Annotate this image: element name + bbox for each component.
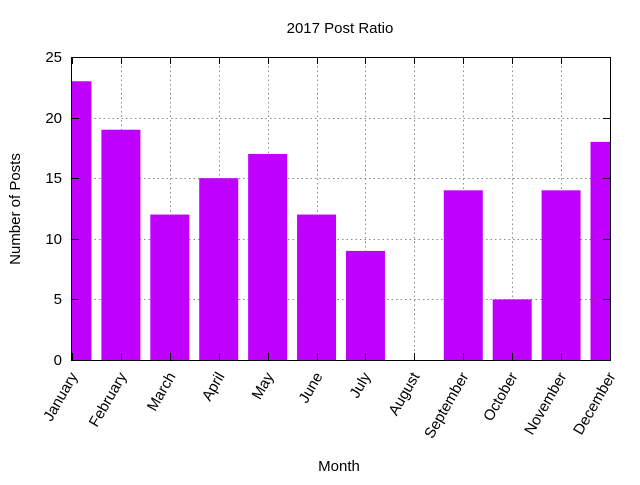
x-tick-label: December	[570, 370, 619, 438]
x-tick-label: June	[295, 370, 326, 407]
y-tick-label: 10	[45, 231, 62, 248]
y-tick-label: 15	[45, 170, 62, 187]
x-tick-label: September	[421, 369, 472, 441]
y-axis-ticks: 0 5 10 15 20 25	[45, 49, 610, 369]
y-axis-label: Number of Posts	[7, 153, 24, 265]
bar-may	[248, 153, 288, 360]
bar-september	[443, 190, 483, 360]
x-axis-label: Month	[318, 458, 360, 475]
x-tick-label: March	[144, 370, 180, 415]
bar-november	[541, 190, 581, 360]
bar-march	[150, 214, 190, 360]
x-tick-label: February	[86, 369, 131, 430]
x-tick-label: January	[40, 369, 82, 424]
x-tick-label: April	[199, 370, 229, 404]
y-tick-label: 20	[45, 110, 62, 127]
bar-october	[492, 299, 532, 360]
bar-december	[590, 141, 610, 360]
y-tick-label: 5	[54, 291, 62, 308]
bar-february	[101, 129, 141, 360]
bar-july	[345, 250, 385, 360]
x-tick-label: May	[249, 369, 278, 402]
bar-april	[199, 178, 239, 360]
y-tick-label: 0	[54, 352, 62, 369]
x-tick-label: July	[346, 369, 374, 401]
plot-frame	[71, 57, 611, 361]
bars-layer	[72, 81, 610, 361]
x-tick-label: October	[480, 369, 521, 424]
x-tick-label: November	[521, 370, 570, 438]
y-tick-label: 25	[45, 49, 62, 66]
bar-january	[72, 81, 92, 361]
x-tick-label: August	[385, 369, 423, 419]
chart-title: 2017 Post Ratio	[287, 20, 394, 37]
bar-june	[297, 214, 337, 360]
